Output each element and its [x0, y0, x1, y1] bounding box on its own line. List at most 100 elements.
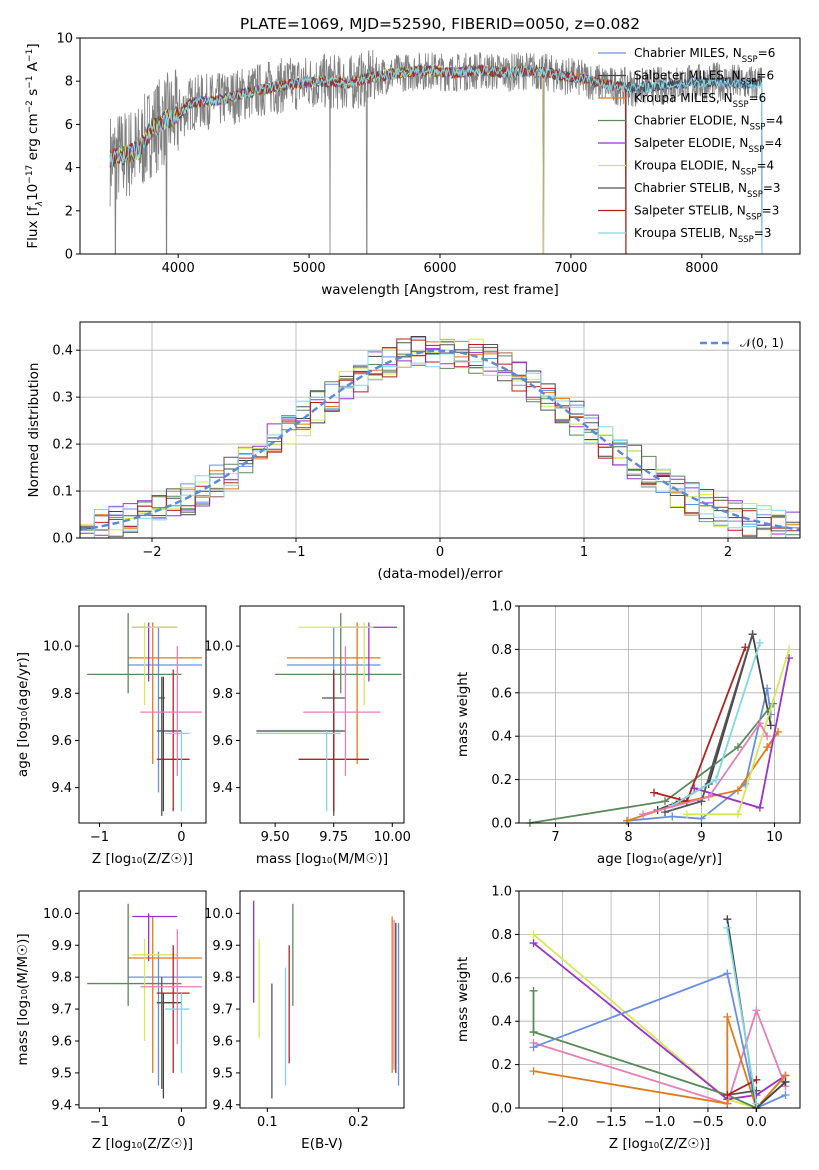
mass-weight-marker — [650, 788, 659, 797]
ytick-label: 0.8 — [491, 928, 512, 943]
mass-weight-marker — [704, 792, 713, 801]
xtick-label: 0.1 — [257, 1115, 278, 1130]
ytick-label: 0.2 — [491, 773, 512, 788]
xtick-label: −2.0 — [547, 1115, 579, 1130]
mass-weight-marker — [766, 721, 775, 730]
ytick-label: 9.8 — [51, 971, 72, 986]
axes-frame — [518, 605, 801, 824]
xtick-label: −1 — [90, 1115, 109, 1130]
legend-label: Chabrier STELIB, NSSP=3 — [634, 181, 781, 200]
xtick-label: 4000 — [162, 261, 195, 276]
ytick-label: 9.4 — [51, 1098, 72, 1113]
legend-label: Chabrier ELODIE, NSSP=4 — [634, 114, 783, 133]
histogram-legend: 𝒩(0, 1) — [700, 336, 784, 350]
ytick-label: 9.7 — [212, 1003, 233, 1018]
mass-weight-marker — [723, 969, 732, 978]
xtick-label: −1 — [286, 545, 305, 560]
xtick-label: 0.0 — [746, 1115, 767, 1130]
xtick-label: 10.00 — [374, 830, 411, 845]
chart-title: PLATE=1069, MJD=52590, FIBERID=0050, z=0… — [240, 15, 640, 33]
ytick-label: 9.6 — [212, 1034, 233, 1049]
histogram-plot-area — [79, 336, 801, 539]
ytick-label: 9.9 — [51, 939, 72, 954]
mass-weight-marker — [529, 930, 538, 939]
mass-weight-marker — [752, 1006, 761, 1015]
mass-weight-marker — [529, 1028, 538, 1037]
mass-weight-marker — [755, 638, 764, 647]
xtick-label: 0 — [436, 545, 444, 560]
spectrum-plot-area — [109, 50, 763, 255]
mass-weight-marker — [763, 743, 772, 752]
xtick-label: 0 — [177, 830, 185, 845]
legend-label: Salpeter STELIB, NSSP=3 — [634, 204, 779, 223]
mass-weight-line — [533, 972, 786, 1110]
mass-weight-marker — [623, 816, 632, 825]
residual-histogram-step — [80, 350, 800, 539]
ytick-label: 0.2 — [491, 1058, 512, 1073]
ytick-label: 0.4 — [52, 344, 73, 359]
xtick-label: −1 — [90, 830, 109, 845]
ytick-label: 0.0 — [491, 817, 512, 832]
mass-weight-marker — [763, 684, 772, 693]
histogram-xlabel: (data-model)/error — [377, 566, 503, 582]
xtick-label: 6000 — [423, 261, 456, 276]
ytick-label: 0.6 — [491, 971, 512, 986]
xtick-label: 0.2 — [348, 1115, 369, 1130]
ytick-label: 9.4 — [51, 781, 72, 796]
ytick-label: 4 — [65, 161, 73, 176]
ytick-label: 0.2 — [52, 438, 73, 453]
ytick-label: 0.0 — [491, 1102, 512, 1117]
mass-weight-marker — [733, 786, 742, 795]
ytick-label: 9.8 — [212, 687, 233, 702]
ytick-label: 9.7 — [51, 1003, 72, 1018]
ytick-label: 1.0 — [491, 885, 512, 900]
ytick-label: 9.6 — [51, 734, 72, 749]
mass-weight-marker — [781, 1090, 790, 1099]
mass-weight-marker — [712, 775, 721, 784]
mass-weight-line — [726, 1079, 757, 1096]
mass-weight-marker — [752, 1075, 761, 1084]
mass-weight-marker — [723, 1012, 732, 1021]
mass-weight-line — [727, 1089, 757, 1096]
axes-frame — [239, 890, 405, 1109]
mass-weight-marker — [785, 645, 794, 654]
x-axis-label: age [log₁₀(age/yr)] — [597, 851, 722, 867]
y-axis-label: age [log₁₀(age/yr)] — [15, 652, 31, 777]
mass-weight-marker — [660, 808, 669, 817]
mass-weight-line — [626, 731, 779, 822]
ytick-label: 0 — [65, 248, 73, 263]
ytick-label: 6 — [65, 118, 73, 133]
mass-weight-line — [529, 703, 774, 824]
x-axis-label: mass [log₁₀(M/M☉)] — [256, 851, 388, 867]
xtick-label: 5000 — [293, 261, 326, 276]
spectrum-ylabel: Flux [fλ10−17 erg cm−2 s−1 A−1] — [25, 43, 45, 248]
xtick-label: 8 — [624, 830, 632, 845]
mass-weight-marker — [529, 1043, 538, 1052]
mass-weight-marker — [752, 1099, 761, 1108]
xtick-label: 10 — [766, 830, 783, 845]
mass-weight-marker — [697, 814, 706, 823]
ytick-label: 0.4 — [491, 730, 512, 745]
mass-weight-marker — [733, 743, 742, 752]
weight-vs-age-panel: 7 8 9 10 0.0 0.2 0.4 0.6 0.8 1.0 age [log₁₀(age/yr… — [455, 600, 801, 867]
xtick-label: 0 — [177, 1115, 185, 1130]
mass-weight-marker — [682, 810, 691, 819]
mass-weight-marker — [723, 1090, 732, 1099]
ytick-label: 2 — [65, 204, 73, 219]
ytick-label: 10.0 — [204, 907, 233, 922]
y-axis-label: mass [log₁₀(M/M☉)] — [15, 933, 31, 1065]
ytick-label: 10.0 — [43, 640, 72, 655]
legend-label: Salpeter MILES, NSSP=6 — [634, 69, 774, 88]
spectrum-panel: 4000 5000 6000 7000 8000 0 2 4 6 8 10 Chabrier MIL… — [25, 32, 801, 298]
xtick-label: 8000 — [685, 261, 718, 276]
mass-weight-marker — [723, 1099, 732, 1108]
mass-weight-line — [726, 927, 758, 1104]
axes-frame — [78, 890, 207, 1109]
age-vs-z-panel: −1 0 9.4 9.6 9.8 10.0 Z [log₁₀(Z/Z☉)] age [log₁… — [15, 605, 207, 867]
ytick-label: 10.0 — [43, 907, 72, 922]
ytick-label: 9.4 — [212, 1098, 233, 1113]
histogram-ylabel: Normed distribution — [26, 363, 42, 498]
mass-weight-line — [626, 688, 772, 822]
mass-weight-marker — [723, 923, 732, 932]
xtick-label: −1.5 — [595, 1115, 627, 1130]
